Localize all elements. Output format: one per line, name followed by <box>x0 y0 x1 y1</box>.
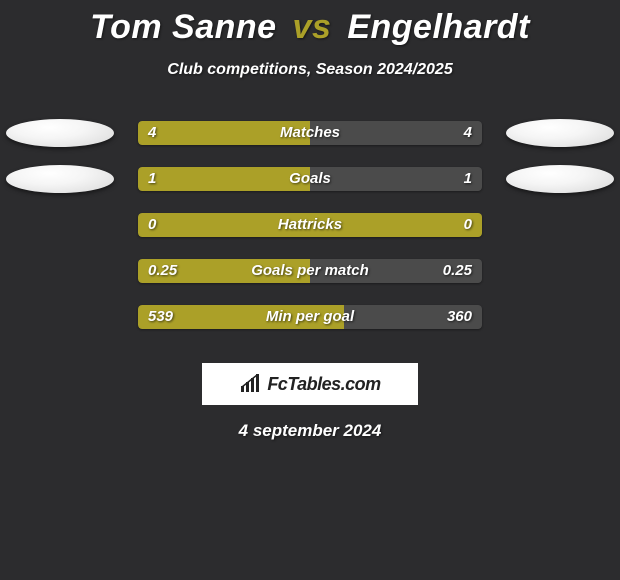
stat-row: Hattricks00 <box>0 213 620 259</box>
stat-row: Goals11 <box>0 167 620 213</box>
brand-chart-icon <box>239 374 263 394</box>
stat-bar-track <box>138 167 482 191</box>
brand-text: FcTables.com <box>267 374 380 395</box>
player1-name: Tom Sanne <box>90 8 277 46</box>
stat-row: Min per goal539360 <box>0 305 620 351</box>
vs-label: vs <box>293 8 332 46</box>
stat-bar-left <box>138 121 310 145</box>
stat-bar-right <box>310 121 482 145</box>
stat-bar-track <box>138 121 482 145</box>
player2-avatar-placeholder <box>506 119 614 147</box>
stat-bar-left <box>138 305 344 329</box>
stat-bar-track <box>138 259 482 283</box>
date-label: 4 september 2024 <box>0 421 620 441</box>
stat-rows: Matches44Goals11Hattricks00Goals per mat… <box>0 121 620 351</box>
stat-bar-right <box>344 305 482 329</box>
brand-box: FcTables.com <box>202 363 418 405</box>
stat-bar-left <box>138 259 310 283</box>
stat-bar-right <box>310 167 482 191</box>
stat-bar-track <box>138 305 482 329</box>
stat-row: Matches44 <box>0 121 620 167</box>
stat-row: Goals per match0.250.25 <box>0 259 620 305</box>
stat-bar-right <box>310 259 482 283</box>
player2-avatar-placeholder <box>506 165 614 193</box>
player1-avatar-placeholder <box>6 165 114 193</box>
player1-avatar-placeholder <box>6 119 114 147</box>
comparison-title: Tom Sanne vs Engelhardt <box>0 0 620 47</box>
subtitle: Club competitions, Season 2024/2025 <box>0 61 620 79</box>
stat-bar-left <box>138 213 482 237</box>
player2-name: Engelhardt <box>347 8 530 46</box>
stat-bar-track <box>138 213 482 237</box>
stat-bar-left <box>138 167 310 191</box>
